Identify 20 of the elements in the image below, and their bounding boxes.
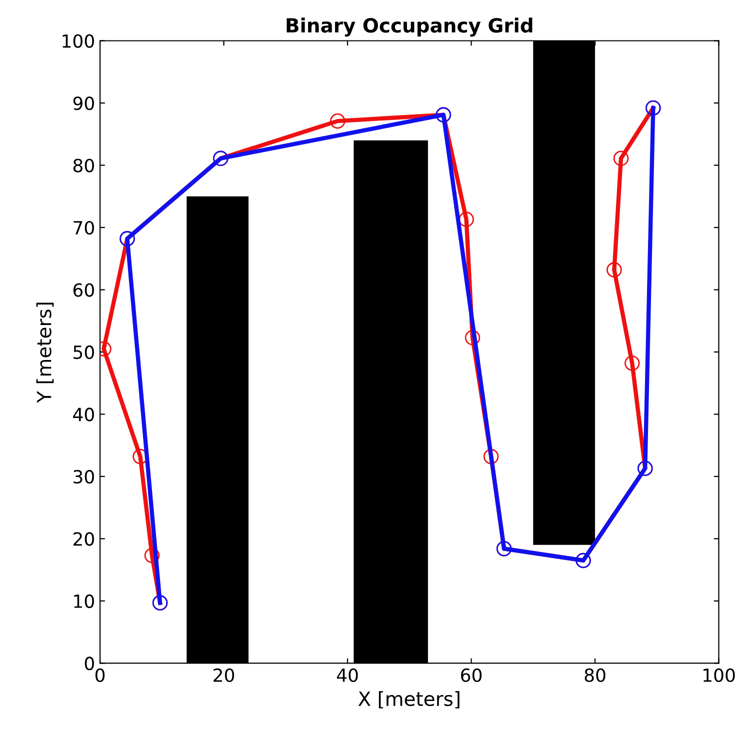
chart-title: Binary Occupancy Grid: [286, 18, 532, 37]
x-tick-label: 80: [584, 668, 606, 682]
y-tick-label: 70: [74, 220, 94, 235]
y-tick-label: 40: [73, 408, 94, 422]
y-tick-label: 10: [74, 594, 94, 608]
y-tick-label: 60: [73, 283, 94, 297]
x-tick-label: 60: [461, 668, 482, 682]
y-tick-label: 20: [74, 532, 94, 546]
y-tick-label: 80: [73, 158, 94, 172]
x-axis-title: X [meters]: [358, 691, 460, 708]
y-tick-label: 50: [74, 345, 94, 360]
y-tick-label: 30: [74, 470, 94, 484]
x-tick-label: 100: [704, 668, 735, 682]
y-tick-label: 100: [62, 34, 94, 48]
x-tick-label: 20: [214, 668, 234, 682]
y-tick-label: 0: [84, 656, 94, 670]
x-tick-label: 0: [95, 668, 105, 682]
x-tick-label: 40: [336, 668, 358, 682]
y-axis-title: Y [meters]: [36, 302, 54, 403]
y-tick-label: 90: [73, 96, 94, 110]
